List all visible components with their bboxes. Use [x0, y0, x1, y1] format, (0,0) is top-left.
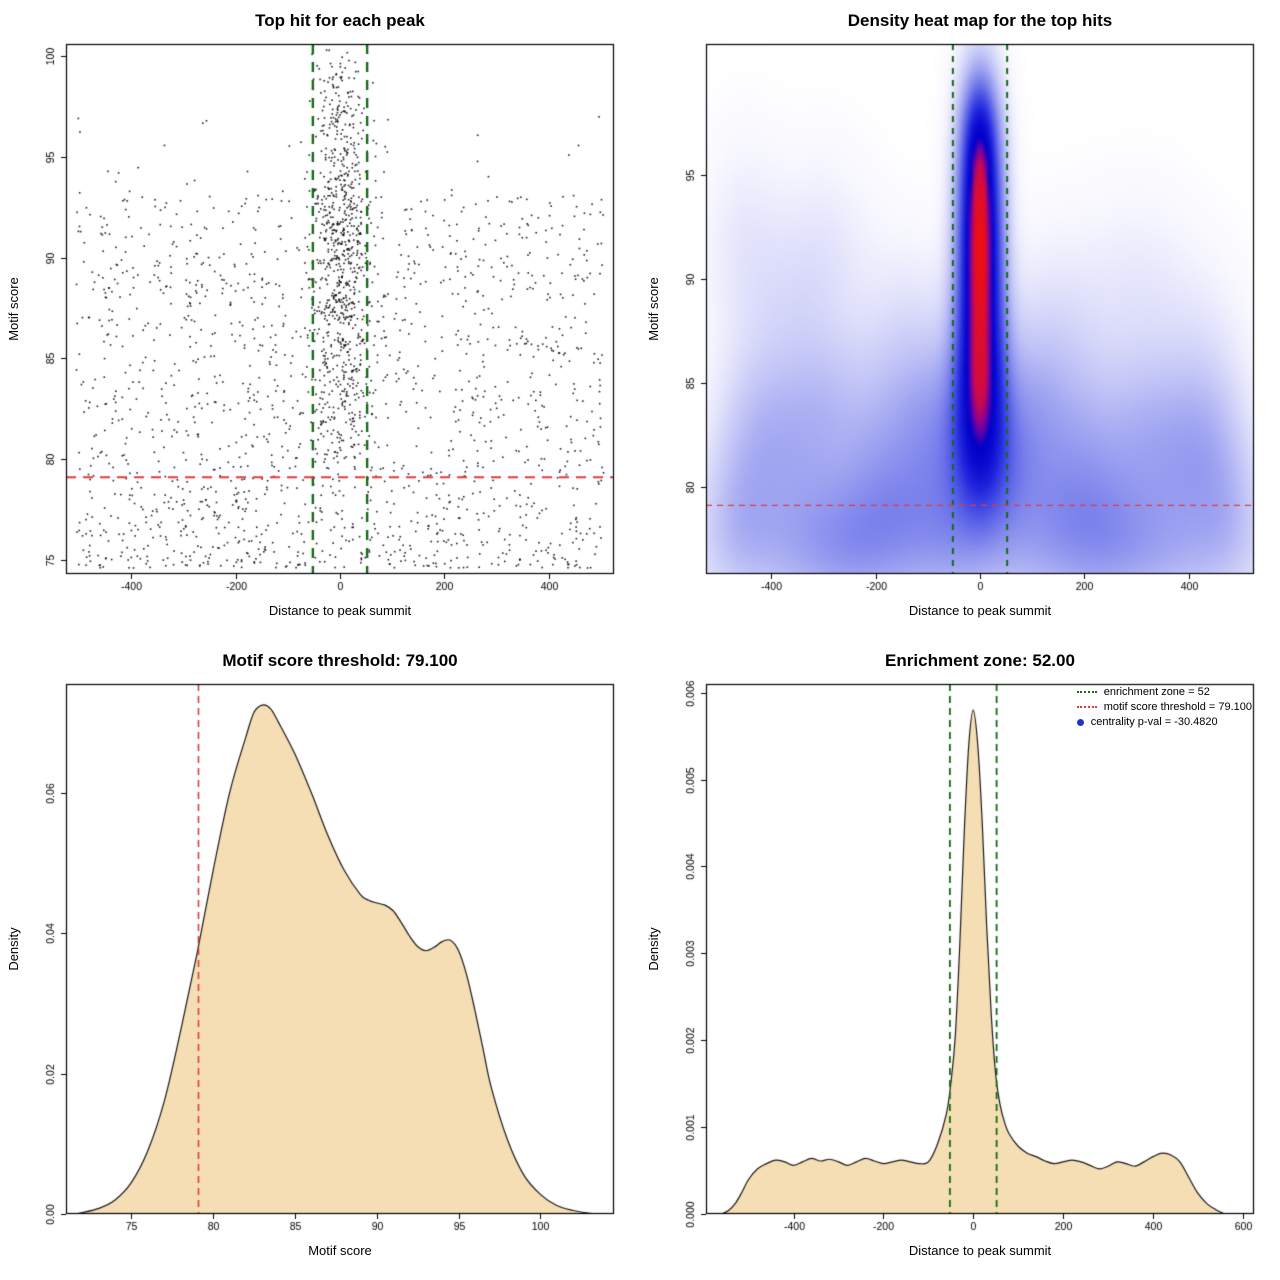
enrichment-title: Enrichment zone: 52.00 — [885, 651, 1075, 670]
enrichment-x-axis-label: Distance to peak summit — [908, 1243, 1052, 1258]
green-dotted-line-icon — [1076, 691, 1097, 693]
red-dotted-line-icon — [1076, 706, 1097, 708]
scatter-y-axis-label: Motif score — [6, 277, 21, 341]
distance-density-canvas — [640, 640, 1280, 1280]
score-density-x-axis-label: Motif score — [308, 1243, 372, 1258]
blue-dot-icon — [1076, 718, 1084, 726]
panel-density-heatmap: Density heat map for the top hits Distan… — [640, 0, 1280, 640]
legend: enrichment zone = 52 motif score thresho… — [1076, 686, 1252, 731]
heatmap-title: Density heat map for the top hits — [847, 11, 1113, 30]
heatmap-y-axis-label: Motif score — [646, 277, 661, 341]
legend-item-score-threshold: motif score threshold = 79.100 — [1076, 701, 1252, 713]
legend-label: enrichment zone = 52 — [1103, 686, 1210, 698]
scatter-x-axis-label: Distance to peak summit — [268, 603, 412, 618]
score-density-canvas — [0, 640, 640, 1280]
panel-motif-score-density: Motif score threshold: 79.100 Motif scor… — [0, 640, 640, 1280]
scatter-plot-canvas — [0, 0, 640, 640]
legend-label: centrality p-val = -30.4820 — [1090, 716, 1218, 728]
score-density-y-axis-label: Density — [6, 927, 21, 971]
heatmap-canvas — [640, 0, 1280, 640]
legend-label: motif score threshold = 79.100 — [1103, 701, 1252, 713]
heatmap-x-axis-label: Distance to peak summit — [908, 603, 1052, 618]
score-density-title: Motif score threshold: 79.100 — [222, 651, 458, 670]
enrichment-y-axis-label: Density — [646, 927, 661, 971]
panel-top-hit-scatter: Top hit for each peak Distance to peak s… — [0, 0, 640, 640]
scatter-title: Top hit for each peak — [255, 11, 425, 30]
panel-enrichment-zone-density: Enrichment zone: 52.00 Distance to peak … — [640, 640, 1280, 1280]
legend-item-enrichment-zone: enrichment zone = 52 — [1076, 686, 1252, 698]
legend-item-centrality-pval: centrality p-val = -30.4820 — [1076, 716, 1252, 728]
